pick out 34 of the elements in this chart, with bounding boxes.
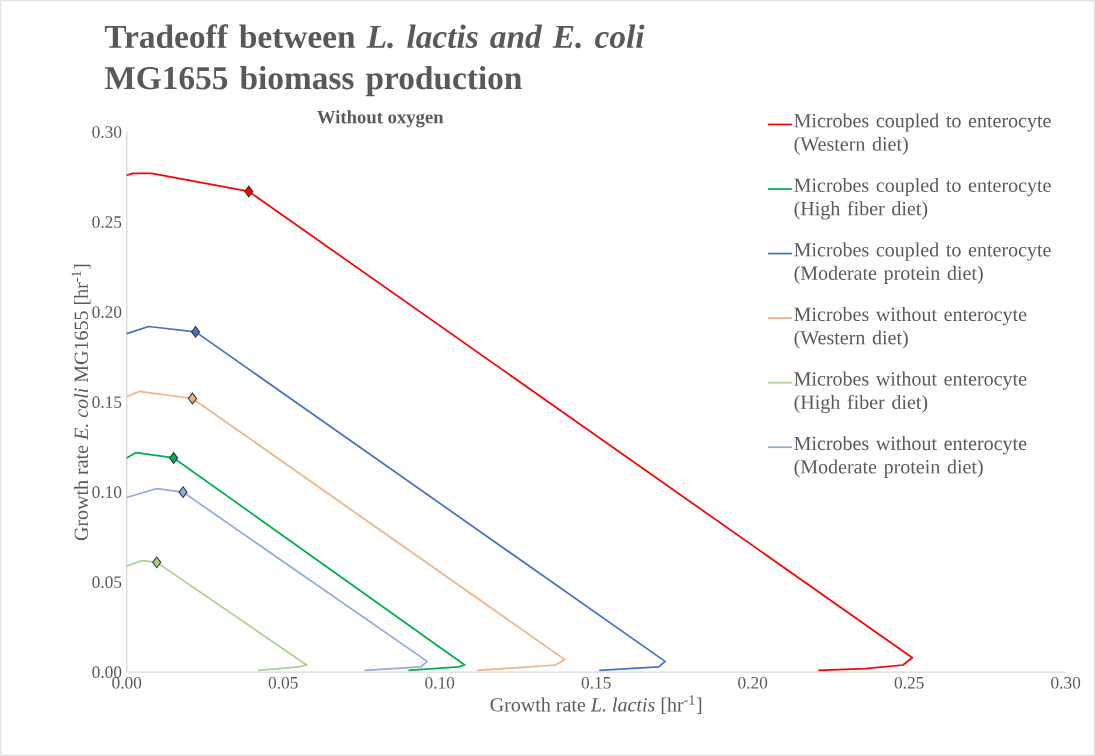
x-tick-label: 0.25: [894, 676, 924, 689]
legend-label: Microbes coupled to enterocyte (Western diet): [794, 113, 1051, 155]
chart-title: Tradeoff between L. lactis and E. coli MG1655 biomass production: [104, 24, 645, 97]
y-tick-label: 0.05: [92, 576, 122, 588]
x-tick-label: 0.05: [268, 676, 298, 689]
y-tick-label: 0.25: [92, 216, 122, 228]
x-axis-title: Growth rate L. lactis [hr$^{-1}$]: [490, 695, 702, 714]
point: [152, 556, 162, 569]
line-series: [125, 325, 666, 672]
y-tick-label: 0.20: [92, 306, 122, 318]
point: [169, 451, 179, 464]
y-tick-label: 0.10: [92, 486, 122, 498]
x-tick-label: 0.15: [581, 676, 611, 689]
point: [244, 185, 254, 198]
point: [178, 486, 188, 498]
x-tick-label: 0.20: [738, 676, 768, 689]
line-series: [125, 451, 466, 672]
legend-label: Microbes without enterocyte (Western diet): [794, 306, 1027, 349]
line-series: [125, 487, 429, 672]
chart-subtitle: Without oxygen: [317, 110, 444, 128]
point: [191, 325, 201, 338]
y-tick-label: 0.00: [92, 666, 122, 678]
x-tick-label: 0.30: [1051, 676, 1081, 689]
legend-label: Microbes coupled to enterocyte (Moderate protein diet): [794, 242, 1051, 284]
legend-label: Microbes without enterocyte (High fiber diet): [794, 371, 1027, 414]
point: [187, 392, 197, 405]
y-tick-label: 0.30: [92, 126, 122, 138]
y-axis-title: Growth rate E. coli MG1655 [hr$^{-1}$]: [71, 264, 91, 541]
legend-label: Microbes without enterocyte (Moderate protein diet): [794, 436, 1027, 478]
legend-label: Microbes coupled to enterocyte (High fiber diet): [794, 177, 1051, 220]
y-tick-label: 0.15: [92, 396, 122, 408]
line-series: [125, 390, 566, 672]
x-tick-label: 0.00: [112, 676, 142, 689]
x-tick-label: 0.10: [425, 676, 455, 689]
